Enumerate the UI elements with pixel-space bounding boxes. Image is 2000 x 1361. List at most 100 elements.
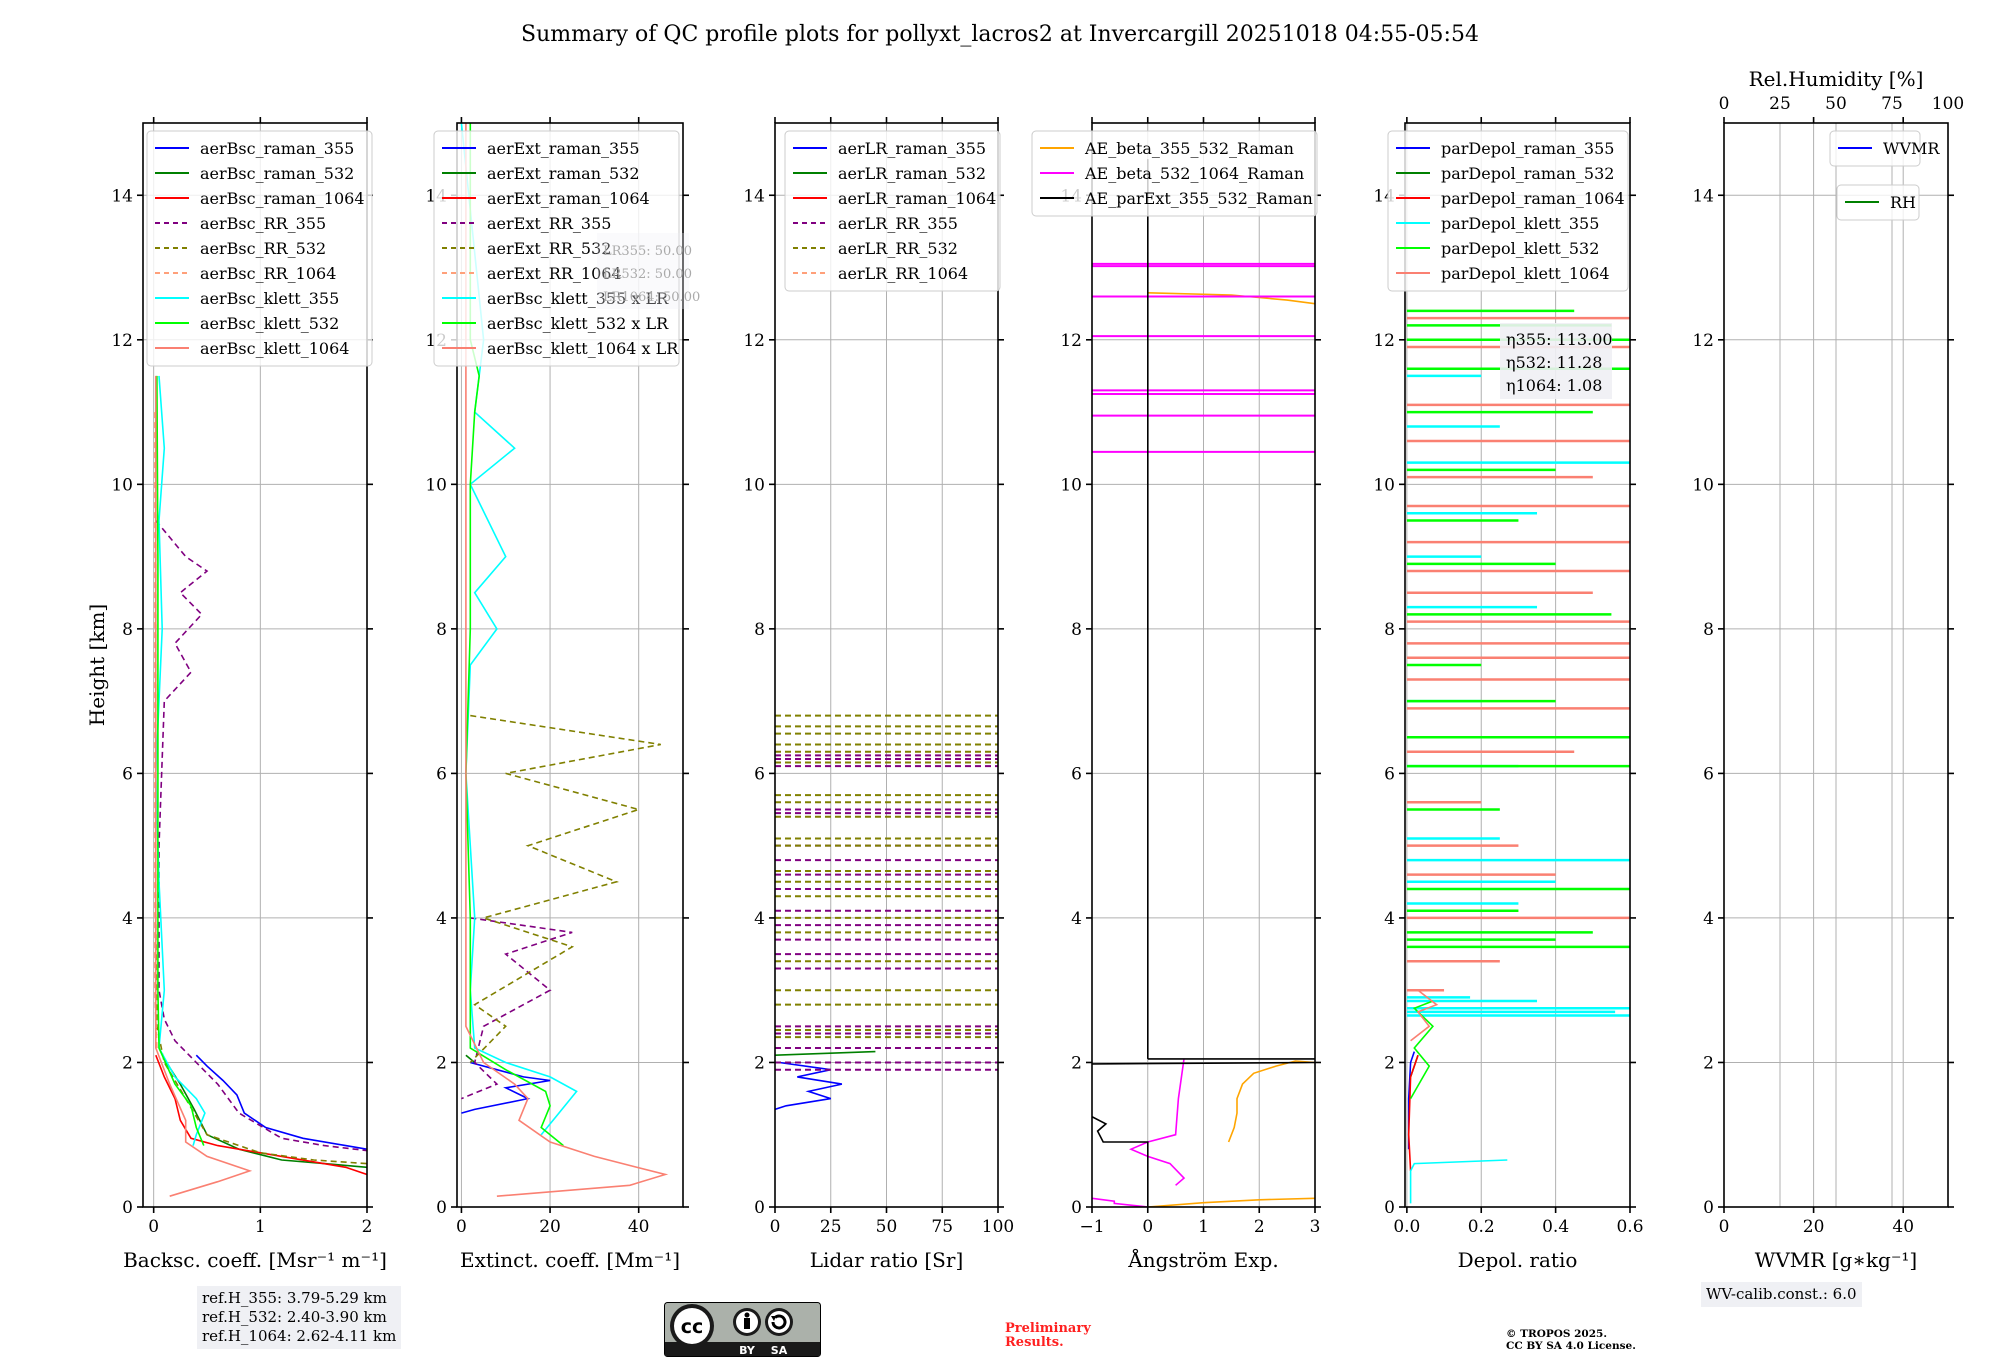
legend: parDepol_raman_355 parDepol_raman_532 parD… [1387,130,1629,292]
series-aerExt-RR-532 [469,714,661,1064]
legend-entry: aerExt_RR_1064 [487,264,622,283]
y-tick-label: 4 [1384,909,1395,929]
y-tick-label: 12 [1373,331,1395,351]
legend-entry: parDepol_klett_355 [1441,214,1599,233]
legend-entry: aerBsc_RR_1064 [200,264,336,283]
annotation-line: LR532: 50.00 [603,267,692,282]
y-tick-label: 10 [1373,475,1395,495]
legend-frame [1031,130,1318,217]
x-tick-label: 20 [539,1217,561,1237]
legend-entry: aerBsc_RR_532 [200,239,326,258]
x-tick-label: 0.4 [1542,1217,1569,1237]
legend-entry: aerBsc_klett_532 [200,314,339,333]
series-line [465,123,669,1197]
legend-frame [1387,130,1629,292]
series-parDepol-klett-532 [1406,309,1630,1099]
legend-entry: aerLR_RR_355 [838,214,958,233]
y-tick-label: 10 [1060,475,1082,495]
y-tick-label: 10 [1692,475,1714,495]
legend-entry: parDepol_raman_532 [1441,164,1614,183]
legend-entry: aerExt_raman_532 [487,164,640,183]
y-tick-label: 8 [436,620,447,640]
data-area [153,375,367,1197]
legend-wvmr: WVMR [1829,130,1940,167]
x-tick-label: 75 [931,1217,953,1237]
series-aerLR-RR-355 [775,754,998,1071]
x-tick-label: 1 [255,1217,266,1237]
y-tick-label: 10 [743,475,765,495]
legend: aerExt_raman_355 aerExt_raman_532 aerExt_r… [433,130,680,367]
copyright-line-1: © TROPOS 2025. [1506,1328,1608,1340]
sa-label: SA [771,1344,788,1357]
series-line [153,412,158,1049]
series-aerExt-RR-355 [461,917,573,1100]
svg-text:cc: cc [681,1316,704,1338]
y-axis-label: Height [km] [85,604,109,726]
annotation-line: LR1064: 50.00 [603,290,700,305]
legend: AE_beta_355_532_Raman AE_beta_532_1064_Ra… [1031,130,1318,217]
legend-rh: RH [1836,184,1920,221]
y-tick-label: 2 [1703,1053,1714,1073]
series-aerBsc-RR-1064 [153,412,158,1049]
y-tick-label: 4 [436,909,447,929]
data-area [1406,309,1630,1204]
ref-height-355: ref.H_355: 3.79-5.29 km [202,1289,387,1307]
data-area [1092,159,1315,1207]
sa-share-alike-icon [765,1308,793,1336]
legend-entry: aerBsc_klett_1064 [200,339,349,358]
panel-lr: 0 25 50 75 100 0 2 4 6 8 10 12 14 Lidar ratio [Sr] aer… [743,117,1014,1272]
series-aerLR-raman-532 [775,1050,876,1056]
annotation-box: η355: 113.00 η532: 11.28 η1064: 1.08 [1500,323,1613,399]
y-tick-label: 6 [1071,764,1082,784]
y-tick-label: 2 [436,1053,447,1073]
preliminary-line-2: Results. [1005,1335,1064,1350]
legend: aerLR_raman_355 aerLR_raman_532 aerLR_rama… [784,130,1001,292]
legend-entry: parDepol_klett_1064 [1441,264,1610,283]
y-tick-label: 4 [1071,909,1082,929]
y-tick-label: 10 [425,475,447,495]
y-tick-label: 6 [754,764,765,784]
series-line [1092,1115,1149,1207]
panel-wv: 0 20 40 0 2 4 6 8 10 12 14 WVMR [g∗kg⁻¹] 0 25 50 75 100 R… [1692,67,1964,1272]
series-aerBsc-klett-532-x-LR [465,123,564,1147]
x-tick-label: 50 [876,1217,898,1237]
ref-height-box: ref.H_355: 3.79-5.29 km ref.H_532: 2.40-… [197,1286,402,1349]
ref-height-1064: ref.H_1064: 2.62-4.11 km [202,1327,397,1345]
y-tick-label: 6 [436,764,447,784]
legend-entry: aerBsc_raman_532 [200,164,354,183]
cc-by-sa-badge: cc BY SA [664,1302,821,1357]
wv-calib-const: WV-calib.const.: 6.0 [1706,1285,1857,1303]
y-tick-label: 4 [1703,909,1714,929]
y-tick-label: 12 [1060,331,1082,351]
series-line [195,1054,367,1150]
series-aerLR-RR-532 [775,714,998,1039]
series-line [156,375,205,1146]
y-tick-label: 8 [1384,620,1395,640]
legend-entry: aerBsc_klett_1064 x LR [487,339,679,358]
x-tick-label: 1 [1198,1217,1209,1237]
series-line [1128,1058,1186,1186]
y-tick-label: 14 [1692,186,1714,206]
series-line [155,519,367,1152]
x-tick-label: 0 [148,1217,159,1237]
series-aerBsc-klett-1064-x-LR [465,123,669,1197]
copyright-line-2: CC BY SA 4.0 License. [1506,1340,1636,1352]
x-tick-label: 0 [1719,1217,1730,1237]
series-line [155,484,367,1165]
y-tick-label: 4 [122,909,133,929]
annotation-bg [597,233,689,309]
x-tick-label: −1 [1079,1217,1104,1237]
series-aerExt-raman-532 [465,1054,476,1064]
top-axis-label: Rel.Humidity [%] [1749,67,1924,91]
legend-entry: aerExt_raman_355 [487,139,640,158]
series-parDepol-raman-1064 [1407,1054,1419,1171]
data-area [775,714,998,1111]
y-tick-label: 0 [1384,1198,1395,1218]
series-line [1410,989,1439,1042]
series-line [465,1054,476,1064]
legend-entry: WVMR [1883,139,1940,158]
preliminary-line-1: Preliminary [1005,1321,1091,1336]
x-tick-label: 2 [1254,1217,1265,1237]
